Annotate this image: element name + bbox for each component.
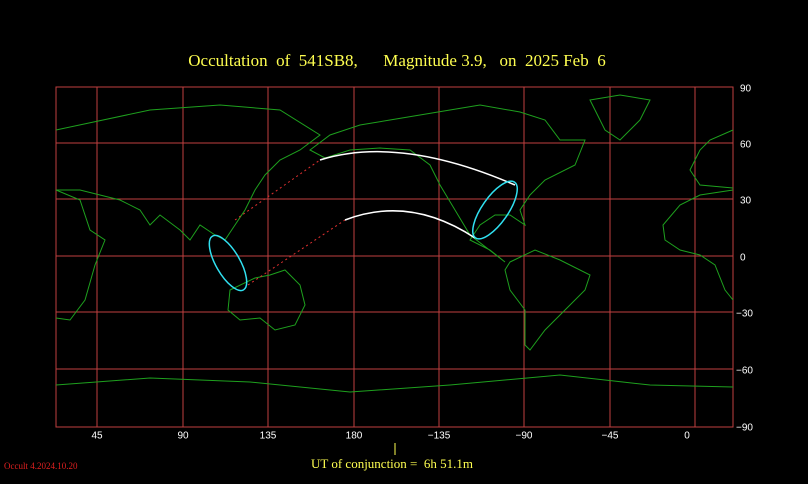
lon-label: −45 — [602, 431, 619, 442]
lat-label: −60 — [736, 366, 753, 377]
lon-label: 0 — [684, 431, 690, 442]
lat-label: −90 — [736, 423, 753, 434]
title: Occultation of 541SB8, Magnitude 3.9, on… — [188, 51, 605, 70]
lat-label: −30 — [736, 309, 753, 320]
lat-label: 0 — [740, 253, 746, 264]
footer: UT of conjunction = 6h 51.1m — [311, 456, 473, 471]
lon-label: −135 — [428, 431, 451, 442]
lon-label: −90 — [516, 431, 533, 442]
lon-label: 90 — [177, 431, 189, 442]
coastlines — [55, 94, 734, 393]
lon-label: 135 — [260, 431, 277, 442]
lon-label: 180 — [346, 431, 363, 442]
lat-label: 30 — [740, 196, 752, 207]
latitude-labels: 90 60 30 0 −30 −60 −90 — [736, 84, 753, 434]
occultation-path — [208, 150, 518, 292]
lat-label: 90 — [740, 84, 752, 95]
version: Occult 4.2024.10.20 — [4, 461, 78, 471]
grid — [55, 86, 734, 428]
lon-label: 45 — [91, 431, 103, 442]
lat-label: 60 — [740, 140, 752, 151]
longitude-labels: 45 90 135 180 −135 −90 −45 0 — [91, 431, 690, 442]
